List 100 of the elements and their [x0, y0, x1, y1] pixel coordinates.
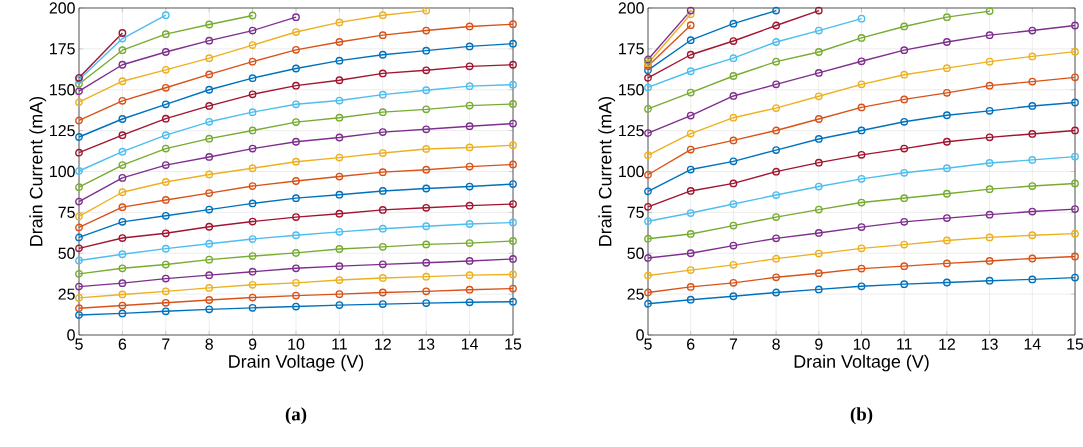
point [292, 231, 300, 240]
point [118, 147, 127, 156]
y-tick-label: 150 [619, 84, 644, 96]
point [422, 165, 431, 174]
x-tick-label: 14 [461, 338, 478, 350]
point [335, 133, 344, 142]
point [985, 159, 994, 167]
point [686, 209, 695, 217]
point [248, 90, 257, 99]
point [335, 153, 344, 162]
y-tick-label: 50 [627, 247, 644, 259]
point [205, 239, 214, 248]
x-tick-label: 15 [1067, 338, 1083, 350]
point [335, 172, 344, 181]
point [814, 285, 823, 294]
y-tick-label: 200 [618, 2, 644, 14]
point [686, 283, 695, 291]
point [943, 164, 951, 173]
point [118, 77, 127, 86]
point [985, 81, 994, 90]
point [118, 217, 127, 226]
point [772, 126, 781, 135]
point [943, 111, 951, 120]
point [772, 254, 781, 263]
point [248, 182, 257, 190]
y-tick-label: 100 [619, 165, 644, 178]
y-tick-label: 175 [50, 43, 75, 55]
point [814, 92, 823, 101]
point [857, 198, 866, 207]
x-tick-label: 13 [418, 338, 435, 350]
point [205, 255, 214, 264]
point [686, 36, 695, 45]
point [205, 36, 214, 45]
x-tick-label: 6 [118, 338, 127, 350]
point [943, 189, 951, 198]
point [118, 96, 127, 105]
point [686, 165, 695, 174]
point [857, 34, 866, 42]
point [772, 21, 781, 30]
point [900, 46, 909, 55]
point [729, 241, 738, 250]
point [1028, 275, 1037, 284]
point [335, 209, 344, 218]
point [985, 257, 994, 265]
point [335, 290, 344, 299]
point [465, 298, 474, 307]
point [686, 187, 695, 195]
point [248, 41, 257, 50]
point [335, 76, 344, 85]
x-tick-label: 5 [644, 338, 652, 350]
y-tick-label: 25 [58, 288, 75, 300]
point [118, 290, 127, 299]
point [292, 291, 300, 300]
point [465, 101, 474, 110]
point [248, 108, 257, 117]
point [205, 117, 214, 126]
point [900, 194, 909, 203]
x-axis-title: Drain Voltage (V) [229, 354, 364, 372]
y-tick-label: 75 [627, 206, 644, 218]
point [1028, 254, 1037, 263]
point [378, 11, 387, 20]
point [422, 222, 431, 231]
point [161, 114, 170, 123]
point [465, 201, 474, 210]
y-tick-label: 50 [58, 247, 75, 259]
point [378, 128, 387, 136]
x-tick-label: 11 [897, 338, 912, 350]
point [900, 144, 909, 153]
point [686, 111, 695, 120]
point [335, 113, 344, 122]
point [378, 108, 387, 117]
point [465, 220, 474, 228]
y-axis-title: Drain Current (mA) [29, 96, 47, 246]
point [943, 13, 951, 22]
x-tick-label: 8 [772, 338, 780, 350]
point [378, 69, 387, 78]
point [1028, 102, 1037, 110]
point [985, 106, 994, 115]
point [205, 296, 214, 304]
x-tick-label: 10 [288, 338, 305, 350]
point [378, 187, 387, 195]
point [248, 280, 257, 289]
point [729, 278, 738, 287]
point [422, 86, 431, 95]
point [378, 50, 387, 59]
point [857, 57, 866, 66]
point [378, 288, 387, 297]
point [422, 299, 431, 308]
x-tick-label: 14 [1024, 338, 1041, 350]
point [205, 20, 214, 29]
point [857, 264, 866, 273]
point [118, 301, 127, 310]
point [686, 129, 695, 138]
point [248, 303, 257, 312]
point [772, 104, 781, 112]
point [943, 64, 951, 73]
point [772, 80, 781, 89]
point [1028, 77, 1037, 86]
point [985, 31, 994, 40]
x-tick-label: 9 [248, 338, 257, 350]
